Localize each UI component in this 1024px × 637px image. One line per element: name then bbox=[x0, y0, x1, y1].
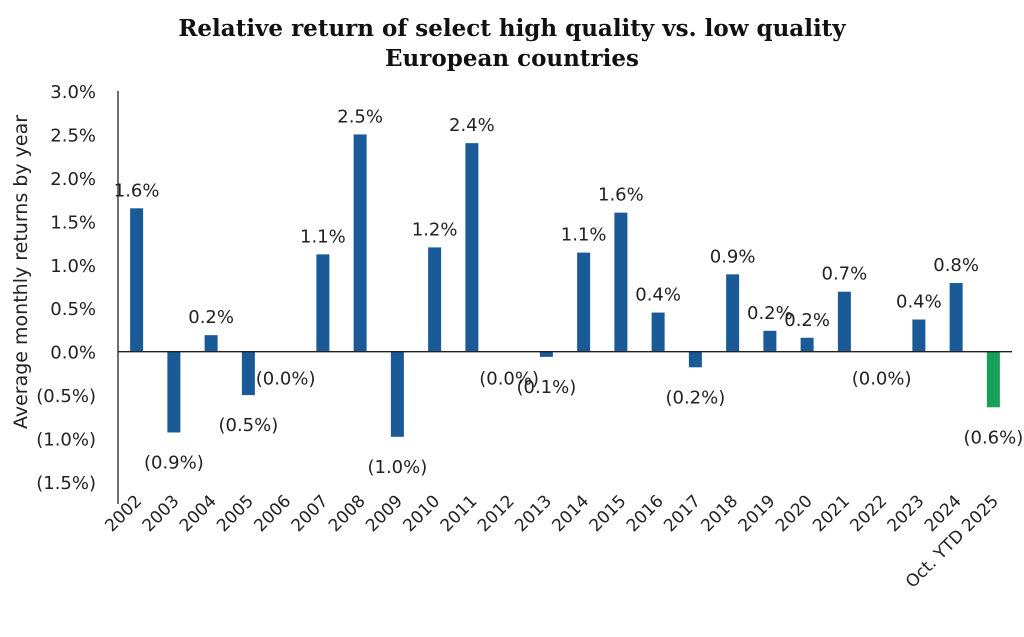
bar-2014 bbox=[577, 252, 591, 352]
data-label: 0.8% bbox=[933, 255, 979, 276]
data-label: 1.6% bbox=[598, 185, 644, 206]
data-label: (0.0%) bbox=[256, 369, 316, 390]
y-tick-label: 1.0% bbox=[50, 256, 96, 277]
bar-2013 bbox=[539, 351, 553, 357]
data-label: (0.5%) bbox=[218, 415, 278, 436]
bar-2002 bbox=[130, 208, 144, 352]
data-label: (0.2%) bbox=[665, 387, 725, 408]
data-label: 2.4% bbox=[449, 115, 495, 136]
bar-2023 bbox=[912, 319, 926, 352]
data-label: 0.4% bbox=[635, 285, 681, 306]
data-label: (0.0%) bbox=[852, 369, 912, 390]
bar-2024 bbox=[949, 283, 963, 352]
x-tick-label: 2013 bbox=[511, 491, 556, 536]
data-label: (1.0%) bbox=[367, 457, 427, 478]
x-tick-label: 2011 bbox=[437, 491, 482, 536]
x-tick-label: 2019 bbox=[735, 491, 780, 536]
bar-2010 bbox=[428, 247, 442, 352]
data-label: 1.2% bbox=[412, 219, 458, 240]
y-tick-label: 0.0% bbox=[50, 343, 96, 364]
bar-2009 bbox=[390, 351, 404, 437]
x-tick-label: 2012 bbox=[474, 491, 519, 536]
x-tick-label: 2010 bbox=[399, 491, 444, 536]
bar-2015 bbox=[614, 212, 628, 352]
chart-title-line-1: Relative return of select high quality v… bbox=[178, 15, 846, 42]
data-label: 0.2% bbox=[784, 310, 830, 331]
y-tick-label: 0.5% bbox=[50, 299, 96, 320]
bar-2020 bbox=[800, 337, 814, 352]
bar-2008 bbox=[353, 134, 367, 352]
data-label: (0.0%) bbox=[479, 369, 539, 390]
x-tick-label: 2021 bbox=[809, 491, 854, 536]
x-tick-label: 2014 bbox=[548, 491, 593, 536]
x-tick-label: 2005 bbox=[213, 491, 258, 536]
chart-title: Relative return of select high quality v… bbox=[0, 14, 1024, 74]
data-label: (0.6%) bbox=[963, 427, 1023, 448]
x-tick-label: 2008 bbox=[325, 491, 370, 536]
y-tick-label: (1.5%) bbox=[36, 473, 96, 494]
data-label: 1.6% bbox=[114, 180, 160, 201]
x-tick-label: 2009 bbox=[362, 491, 407, 536]
data-label: 0.9% bbox=[710, 246, 756, 267]
bar-2019 bbox=[763, 330, 777, 352]
y-tick-label: 2.0% bbox=[50, 169, 96, 190]
x-tick-label: 2022 bbox=[846, 491, 891, 536]
y-tick-label: (0.5%) bbox=[36, 386, 96, 407]
bar-2003 bbox=[167, 351, 181, 433]
x-tick-label: 2007 bbox=[288, 491, 333, 536]
y-tick-label: 1.5% bbox=[50, 212, 96, 233]
x-tick-label: 2004 bbox=[176, 491, 221, 536]
x-tick-label: 2017 bbox=[660, 491, 705, 536]
x-tick-label: 2016 bbox=[623, 491, 668, 536]
x-tick-label: 2020 bbox=[772, 491, 817, 536]
bar-2017 bbox=[688, 351, 702, 368]
x-tick-label: 2002 bbox=[101, 491, 146, 536]
y-tick-label: 2.5% bbox=[50, 125, 96, 146]
y-axis-label: Average monthly returns by year bbox=[10, 115, 32, 429]
bar-2021 bbox=[837, 291, 851, 352]
x-tick-label: 2003 bbox=[139, 491, 184, 536]
data-label: (0.9%) bbox=[144, 452, 204, 473]
bar-2005 bbox=[241, 351, 255, 396]
bar-oct-ytd-2025 bbox=[986, 351, 1000, 408]
data-label: 0.4% bbox=[896, 292, 942, 313]
data-label: (0.1%) bbox=[516, 377, 576, 398]
bar-2011 bbox=[465, 143, 479, 352]
bar-2004 bbox=[204, 335, 218, 352]
y-tick-label: (1.0%) bbox=[36, 430, 96, 451]
data-label: 0.2% bbox=[747, 303, 793, 324]
data-label: 1.1% bbox=[300, 226, 346, 247]
bar-2007 bbox=[316, 254, 330, 352]
x-tick-label: 2006 bbox=[250, 491, 295, 536]
chart-title-line-2: European countries bbox=[385, 45, 639, 72]
x-tick-label: 2015 bbox=[586, 491, 631, 536]
bar-2016 bbox=[651, 312, 665, 352]
x-tick-label: 2023 bbox=[884, 491, 929, 536]
x-tick-label: 2018 bbox=[697, 491, 742, 536]
data-label: 1.1% bbox=[561, 225, 607, 246]
data-label: 0.7% bbox=[822, 264, 868, 285]
y-tick-label: 3.0% bbox=[50, 82, 96, 103]
data-label: 2.5% bbox=[337, 106, 383, 127]
data-label: 0.2% bbox=[188, 307, 234, 328]
bar-2018 bbox=[726, 274, 740, 352]
